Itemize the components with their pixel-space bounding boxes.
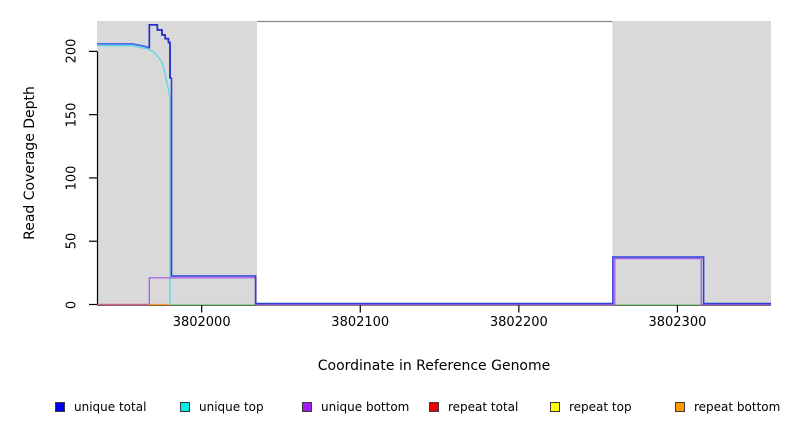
region-shaded-left <box>97 21 258 306</box>
x-tick-label: 3802300 <box>648 315 707 330</box>
x-tick-label: 3802100 <box>331 315 390 330</box>
y-tick-label: 50 <box>64 232 80 250</box>
x-tick-label: 3802200 <box>489 315 548 330</box>
y-tick-label: 150 <box>64 102 80 128</box>
x-tick-label: 3802000 <box>172 315 231 330</box>
legend-item-repeat-total: repeat total <box>429 399 518 415</box>
unique-total-flat-highlight <box>97 42 150 49</box>
series-unique-bottom-line <box>97 257 771 306</box>
series-unique-top-line <box>97 45 171 305</box>
legend-swatch-icon <box>429 402 439 412</box>
legend-item-repeat-bottom: repeat bottom <box>675 399 780 415</box>
y-tick-label: 0 <box>64 300 80 309</box>
legend-item-unique-total: unique total <box>55 399 146 415</box>
legend-item-unique-bottom: unique bottom <box>302 399 409 415</box>
unique-total-peak-shade <box>148 23 171 78</box>
legend-label: repeat total <box>448 400 519 414</box>
legend-swatch-icon <box>55 402 65 412</box>
legend-label: repeat bottom <box>694 400 781 414</box>
legend: unique total unique top unique bottom repea… <box>0 399 792 417</box>
x-axis-title: Coordinate in Reference Genome <box>317 358 551 374</box>
region-shaded-right <box>612 21 771 306</box>
y-tick-label: 100 <box>64 165 80 191</box>
y-tick-label: 200 <box>64 38 80 64</box>
legend-item-repeat-top: repeat top <box>550 399 632 415</box>
legend-label: repeat top <box>569 400 632 414</box>
legend-swatch-icon <box>180 402 190 412</box>
legend-swatch-icon <box>550 402 560 412</box>
legend-item-unique-top: unique top <box>180 399 264 415</box>
legend-label: unique bottom <box>321 400 410 414</box>
legend-swatch-icon <box>302 402 312 412</box>
legend-label: unique total <box>74 400 147 414</box>
region-center-white <box>257 21 613 306</box>
y-axis-title: Read Coverage Depth <box>22 86 38 240</box>
legend-swatch-icon <box>675 402 685 412</box>
legend-label: unique top <box>199 400 264 414</box>
